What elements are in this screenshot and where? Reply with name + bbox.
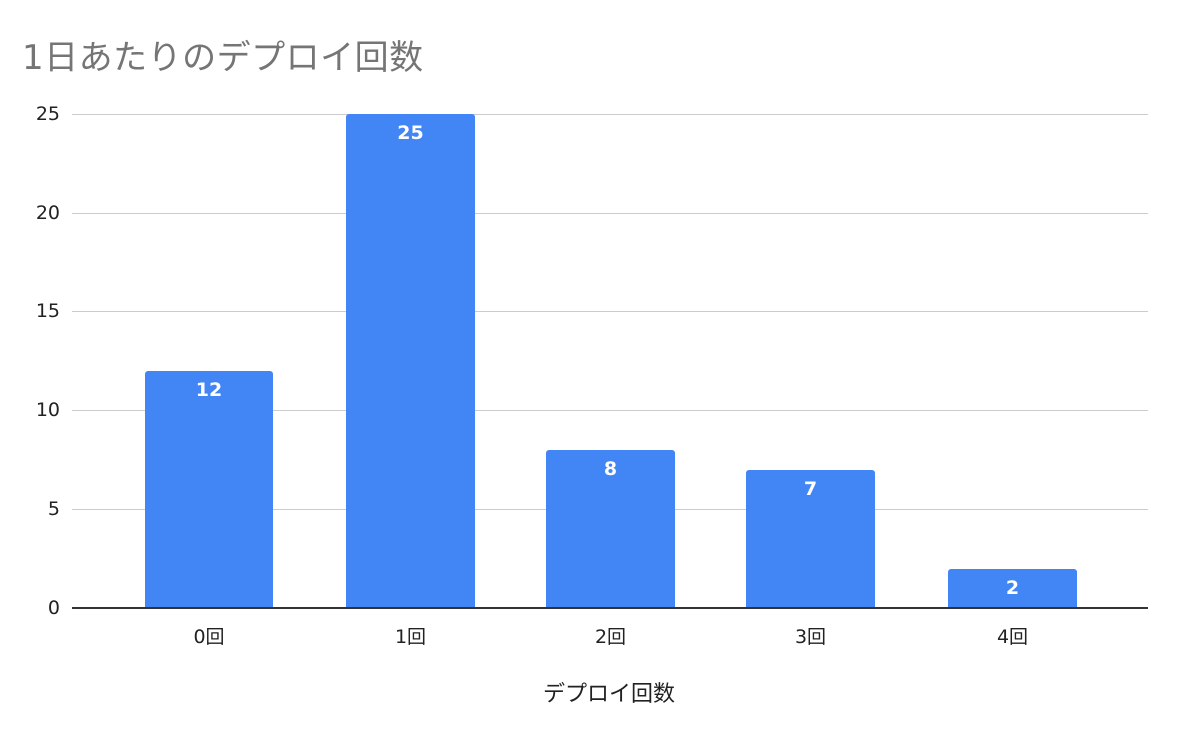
y-tick-10: 10 (35, 399, 60, 421)
x-axis-line (72, 607, 1148, 609)
bar-1[interactable]: 25 (346, 114, 475, 608)
y-tick-5: 5 (47, 498, 60, 520)
y-tick-25: 25 (35, 103, 60, 125)
y-tick-20: 20 (35, 202, 60, 224)
x-tick-0: 0回 (193, 626, 225, 648)
gridline-15 (72, 311, 1148, 312)
y-tick-15: 15 (35, 300, 60, 322)
bar-value-label: 2 (1005, 577, 1020, 599)
bar-2[interactable]: 8 (546, 450, 675, 608)
x-tick-3: 3回 (794, 626, 827, 648)
bar-3[interactable]: 7 (746, 470, 875, 608)
x-tick-1: 1回 (394, 626, 427, 648)
bar-value-label: 8 (603, 458, 618, 480)
gridline-20 (72, 213, 1148, 214)
x-axis-title: デプロイ回数 (542, 682, 675, 707)
bar-0[interactable]: 12 (145, 371, 273, 608)
x-tick-2: 2回 (594, 626, 627, 648)
plot-area: 12 25 8 7 2 (72, 114, 1148, 609)
gridline-25 (72, 114, 1148, 115)
bar-4[interactable]: 2 (948, 569, 1077, 608)
x-tick-4: 4回 (996, 626, 1029, 648)
bar-value-label: 7 (803, 478, 818, 500)
bar-value-label: 25 (397, 122, 424, 144)
y-tick-0: 0 (47, 597, 60, 619)
chart-title: 1日あたりのデプロイ回数 (22, 38, 424, 78)
gridline-10 (72, 410, 1148, 411)
bar-value-label: 12 (195, 379, 223, 401)
